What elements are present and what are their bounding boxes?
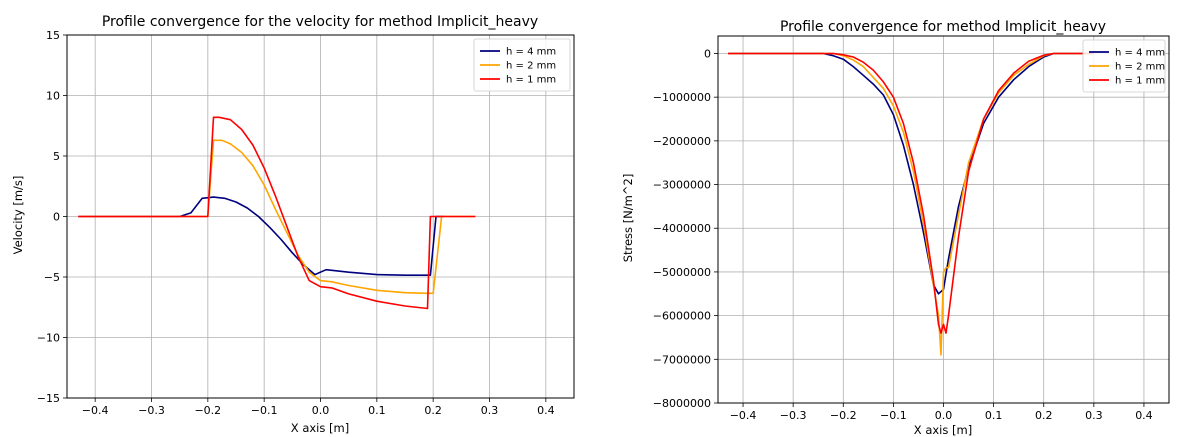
velocity-xtick-label: 0.0 — [312, 404, 330, 417]
velocity-xtick-label: −0.1 — [251, 404, 278, 417]
velocity-legend-label-2: h = 2 mm — [506, 61, 556, 72]
velocity-chart-legend: h = 4 mm h = 2 mm h = 1 mm — [473, 38, 571, 92]
stress-ytick-label: −6000000 — [653, 310, 711, 323]
velocity-chart-xlabel: X axis [m] — [291, 421, 349, 435]
stress-chart-ylabel: Stress [N/m^2] — [621, 174, 635, 263]
stress-xtick-label: 0.0 — [935, 409, 953, 422]
velocity-ytick-label: −15 — [37, 392, 60, 405]
stress-series-line-2 — [728, 52, 1094, 356]
stress-ytick-label: 0 — [704, 47, 711, 60]
stress-chart-series — [728, 52, 1094, 356]
velocity-ytick-label: 0 — [53, 211, 60, 224]
velocity-series-line-1 — [78, 196, 445, 277]
stress-xtick-label: −0.3 — [780, 409, 807, 422]
stress-ytick-label: −4000000 — [653, 222, 711, 235]
stress-chart: Profile convergence for method Implicit_… — [621, 19, 1170, 437]
velocity-xtick-label: −0.3 — [138, 404, 165, 417]
velocity-legend-label-1: h = 4 mm — [506, 47, 556, 58]
velocity-ytick-label: −10 — [37, 332, 60, 345]
velocity-ytick-label: −5 — [44, 271, 60, 284]
stress-chart-xlabel: X axis [m] — [914, 423, 972, 437]
velocity-series-line-3 — [78, 116, 476, 310]
velocity-ytick-label: 15 — [46, 29, 60, 42]
stress-ytick-label: −1000000 — [653, 91, 711, 104]
stress-xtick-label: 0.2 — [1035, 409, 1053, 422]
velocity-legend-box — [473, 38, 571, 92]
velocity-legend-label-3: h = 1 mm — [506, 75, 556, 86]
stress-xtick-label: 0.1 — [985, 409, 1003, 422]
stress-ytick-label: −5000000 — [653, 266, 711, 279]
velocity-chart-ylabel: Velocity [m/s] — [11, 176, 25, 255]
stress-ytick-label: −2000000 — [653, 135, 711, 148]
stress-chart-title: Profile convergence for method Implicit_… — [780, 19, 1106, 35]
velocity-ytick-label: 10 — [46, 90, 60, 103]
velocity-chart-ticks: −0.4 −0.3 −0.2 −0.1 0.0 0.1 0.2 0.3 0.4 −15 −10 −5 0… — [37, 29, 555, 417]
stress-xtick-label: −0.4 — [730, 409, 757, 422]
stress-legend-label-3: h = 1 mm — [1115, 76, 1165, 87]
velocity-ytick-label: 5 — [53, 150, 60, 163]
stress-chart-legend: h = 4 mm h = 2 mm h = 1 mm — [1082, 39, 1166, 93]
stress-series-line-1 — [728, 52, 1094, 295]
stress-chart-ticks: −0.4 −0.3 −0.2 −0.1 0.0 0.1 0.2 0.3 0.4 0 −1000000… — [653, 47, 1153, 422]
stress-xtick-label: −0.1 — [880, 409, 907, 422]
stress-ytick-label: −3000000 — [653, 179, 711, 192]
stress-ytick-label: −7000000 — [653, 353, 711, 366]
stress-ytick-label: −8000000 — [653, 397, 711, 410]
velocity-xtick-label: −0.4 — [82, 404, 109, 417]
velocity-xtick-label: 0.4 — [537, 404, 555, 417]
velocity-chart-grid — [67, 34, 574, 399]
velocity-xtick-label: 0.2 — [424, 404, 442, 417]
stress-xtick-label: −0.2 — [830, 409, 857, 422]
stress-xtick-label: 0.3 — [1085, 409, 1103, 422]
velocity-chart-title: Profile convergence for the velocity for… — [102, 14, 538, 30]
velocity-chart-series — [78, 116, 476, 310]
velocity-xtick-label: 0.1 — [368, 404, 386, 417]
stress-legend-box — [1082, 39, 1166, 93]
velocity-xtick-label: 0.3 — [481, 404, 499, 417]
stress-legend-label-1: h = 4 mm — [1115, 48, 1165, 59]
velocity-chart: Profile convergence for the velocity for… — [11, 14, 575, 435]
stress-legend-label-2: h = 2 mm — [1115, 62, 1165, 73]
velocity-xtick-label: −0.2 — [194, 404, 221, 417]
stress-xtick-label: 0.4 — [1135, 409, 1153, 422]
stress-series-line-3 — [728, 52, 1094, 334]
